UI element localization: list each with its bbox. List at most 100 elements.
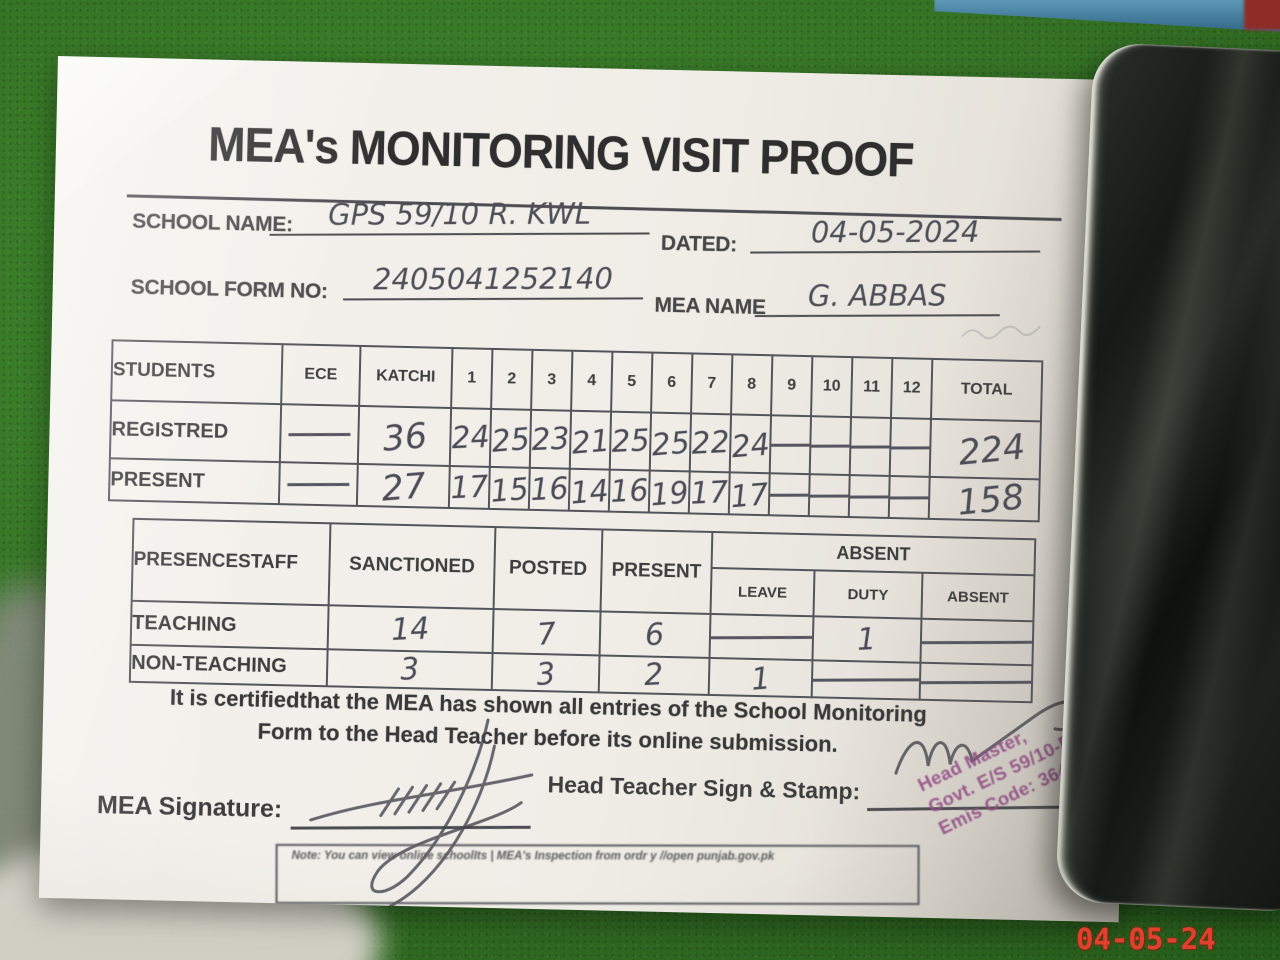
students-grade-cell: 17: [448, 465, 490, 509]
students-grade-cell: [889, 417, 931, 477]
students-header-cell: 5: [611, 351, 653, 413]
students-grade-cell: [768, 473, 810, 517]
handwritten-dash: [287, 482, 350, 486]
handwritten-value: 23: [530, 420, 571, 458]
staff-subheader-cell: LEAVE: [710, 567, 815, 617]
students-ece-cell: [278, 462, 358, 506]
students-grade-cell: [808, 474, 850, 518]
form-title: MEA's MONITORING VISIT PROOF: [207, 118, 915, 188]
handwritten-value: 17: [449, 469, 490, 506]
staff-value-cell: 3: [326, 649, 493, 691]
handwritten-dash: [770, 443, 811, 447]
students-header-cell: 7: [691, 353, 733, 415]
students-grade-cell: 24: [449, 408, 492, 467]
students-katchi-cell: 27: [356, 463, 450, 510]
school-form-no-value: 2405041252140: [342, 261, 644, 301]
dated-label: DATED:: [660, 231, 738, 257]
handwritten-value: 25: [490, 421, 532, 460]
students-grade-cell: [769, 415, 812, 475]
students-grade-cell: 19: [648, 470, 690, 514]
handwritten-value: 14: [390, 610, 431, 648]
staff-header-cell: SANCTIONED: [328, 523, 496, 610]
students-grade-cell: 21: [569, 410, 611, 470]
staff-subheader-cell: ABSENT: [921, 572, 1035, 622]
students-grade-cell: 25: [649, 412, 691, 472]
footer-note: Note: You can view online schoolIts | ME…: [275, 843, 920, 906]
students-ece-cell: [279, 404, 360, 464]
students-grade-cell: [809, 416, 852, 476]
staff-value-cell: [708, 613, 815, 661]
handwritten-value: 158: [955, 477, 1026, 524]
staff-value-cell: 6: [599, 611, 711, 658]
handwritten-value: 24: [730, 426, 772, 465]
students-header-cell: 2: [491, 348, 533, 410]
students-header-cell: 3: [531, 349, 573, 411]
handwritten-value: 36: [380, 416, 429, 460]
school-form-no-label: SCHOOL FORM NO:: [130, 275, 328, 304]
students-header-cell: 11: [851, 357, 893, 418]
students-header-cell: TOTAL: [930, 358, 1043, 422]
mea-name-label: MEA NAME: [654, 293, 766, 320]
handwritten-dash: [810, 444, 851, 448]
handwritten-dash: [890, 445, 931, 450]
students-grade-cell: 25: [609, 411, 652, 471]
students-header-cell: 6: [651, 352, 693, 414]
staff-row-label: TEACHING: [130, 600, 329, 650]
students-header-cell: 1: [451, 348, 493, 409]
monitoring-form-paper: MEA's MONITORING VISIT PROOF SCHOOL NAME…: [38, 56, 1138, 923]
handwritten-value: 17: [729, 476, 770, 515]
students-header-cell: 9: [771, 355, 813, 417]
students-grade-cell: [848, 475, 890, 518]
students-header-cell: 12: [891, 358, 933, 419]
handwritten-dash: [708, 635, 815, 639]
handwritten-value: 3: [399, 651, 421, 688]
mea-name-value: G. ABBAS: [754, 278, 1000, 318]
red-object-top-corner: [1244, 0, 1280, 30]
handwritten-value: 22: [690, 424, 731, 462]
students-header-cell: KATCHI: [359, 345, 453, 409]
staff-value-cell: 1: [708, 657, 813, 698]
handwritten-value: 15: [489, 471, 531, 510]
staff-value-cell: 7: [492, 609, 601, 656]
staff-row-label: NON-TEACHING: [129, 644, 328, 687]
students-grade-cell: 15: [488, 466, 531, 510]
students-header-cell: ECE: [281, 344, 361, 406]
students-total-cell: 224: [929, 418, 1041, 480]
handwritten-value: 27: [379, 466, 428, 510]
students-table: STUDENTS ECE KATCHI 1 2 3 4 5 6 7 8 9 10 11 12 TOTAL REG…: [108, 339, 1043, 524]
staff-value-cell: 1: [812, 616, 922, 663]
students-total-cell: 158: [928, 476, 1040, 524]
handwritten-dash: [850, 444, 891, 449]
students-grade-cell: [888, 475, 930, 519]
staff-header-cell: PRESENCESTAFF: [131, 518, 331, 606]
pencil-scribble: [961, 325, 1041, 340]
students-grade-cell: 17: [728, 472, 770, 516]
dated-value: 04-05-2024: [750, 214, 1041, 254]
handwritten-value: 1: [749, 661, 772, 698]
handwritten-dash: [288, 432, 351, 436]
camera-timestamp: 04-05-24 13:07: [1076, 922, 1216, 960]
students-grade-cell: 16: [608, 469, 650, 513]
students-grade-cell: 24: [729, 414, 772, 474]
students-grade-cell: 14: [568, 468, 610, 512]
handwritten-value: 7: [535, 616, 558, 653]
handwritten-dash: [809, 494, 849, 498]
handwritten-value: 16: [609, 472, 650, 510]
students-grade-cell: 17: [688, 471, 730, 515]
handwritten-value: 2: [643, 657, 665, 694]
staff-value-cell: 14: [327, 605, 494, 654]
handwritten-value: 224: [956, 427, 1027, 474]
handwritten-value: 1: [856, 621, 878, 658]
students-grade-cell: 22: [689, 413, 732, 473]
handwritten-value: 25: [610, 422, 651, 460]
students-row-label: REGISTRED: [109, 400, 282, 463]
staff-header-row: PRESENCESTAFF SANCTIONED POSTED PRESENT ABSE…: [131, 518, 1036, 614]
staff-value-cell: 3: [491, 653, 600, 693]
students-katchi-cell: 36: [357, 405, 452, 466]
handwritten-dash: [849, 494, 889, 499]
mea-signature-label: MEA Signature:: [96, 791, 283, 824]
handwritten-dash: [769, 493, 810, 497]
students-header-cell: 10: [811, 356, 853, 418]
handwritten-value: 19: [649, 474, 690, 513]
